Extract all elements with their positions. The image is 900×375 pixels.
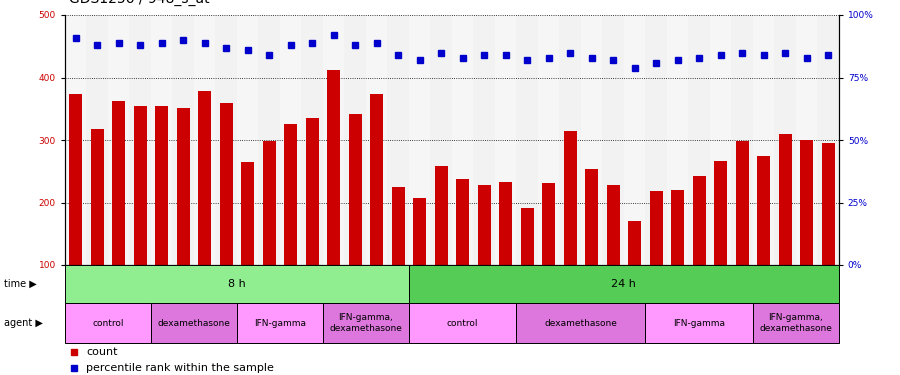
Bar [323,303,409,343]
Bar [822,143,834,327]
Bar [500,182,512,327]
Text: percentile rank within the sample: percentile rank within the sample [86,363,274,373]
Bar [693,176,706,327]
Text: control: control [446,318,478,327]
Bar [220,102,232,327]
Bar [133,106,147,327]
Bar [86,15,108,265]
Bar [517,15,538,265]
Bar [710,15,732,265]
Bar [155,106,168,327]
Text: dexamethasone: dexamethasone [544,318,617,327]
Bar [473,15,495,265]
Text: agent ▶: agent ▶ [4,318,43,328]
Bar [757,156,770,327]
Bar [430,15,452,265]
Bar [688,15,710,265]
Bar [645,15,667,265]
Bar [456,179,469,327]
Bar [302,15,323,265]
Bar [624,15,645,265]
Bar [602,15,624,265]
Text: GDS1256 / 948_s_at: GDS1256 / 948_s_at [69,0,210,6]
Bar [151,15,172,265]
Bar [323,15,345,265]
Bar [585,170,598,327]
Bar [435,166,447,327]
Bar [172,15,194,265]
Bar [69,94,82,327]
Bar [796,15,817,265]
Bar [517,303,645,343]
Bar [284,124,297,327]
Text: IFN-gamma,
dexamethasone: IFN-gamma, dexamethasone [329,313,402,333]
Bar [215,15,237,265]
Bar [778,134,791,327]
Bar [241,162,254,327]
Bar [817,15,839,265]
Bar [607,185,619,327]
Bar [735,141,749,327]
Bar [348,114,362,327]
Bar [370,94,383,327]
Bar [176,108,190,327]
Bar [65,303,151,343]
Text: time ▶: time ▶ [4,279,37,289]
Bar [258,15,280,265]
Bar [478,185,491,327]
Text: 8 h: 8 h [228,279,246,289]
Bar [650,191,662,327]
Bar [580,15,602,265]
Bar [714,160,727,327]
Bar [151,303,237,343]
Bar [563,130,577,327]
Bar [645,303,752,343]
Bar [65,265,409,303]
Bar [667,15,688,265]
Bar [559,15,580,265]
Bar [413,198,426,327]
Bar [409,303,517,343]
Bar [752,303,839,343]
Bar [65,15,86,265]
Bar [237,15,258,265]
Text: IFN-gamma: IFN-gamma [673,318,725,327]
Bar [91,129,104,327]
Bar [774,15,796,265]
Bar [671,190,684,327]
Bar [495,15,517,265]
Bar [628,221,641,327]
Bar [800,140,813,327]
Text: control: control [92,318,123,327]
Bar [280,15,302,265]
Bar [237,303,323,343]
Text: 24 h: 24 h [611,279,636,289]
Text: dexamethasone: dexamethasone [158,318,230,327]
Bar [520,207,534,327]
Bar [345,15,365,265]
Bar [732,15,752,265]
Bar [130,15,151,265]
Bar [392,187,404,327]
Text: count: count [86,347,118,357]
Text: IFN-gamma,
dexamethasone: IFN-gamma, dexamethasone [760,313,833,333]
Bar [327,70,340,327]
Bar [108,15,130,265]
Bar [194,15,215,265]
Bar [112,101,125,327]
Bar [409,15,430,265]
Bar [306,118,319,327]
Bar [538,15,559,265]
Bar [752,15,774,265]
Bar [542,183,555,327]
Bar [365,15,387,265]
Bar [263,141,275,327]
Bar [409,265,839,303]
Bar [452,15,473,265]
Bar [198,91,211,327]
Text: IFN-gamma: IFN-gamma [254,318,306,327]
Bar [387,15,409,265]
